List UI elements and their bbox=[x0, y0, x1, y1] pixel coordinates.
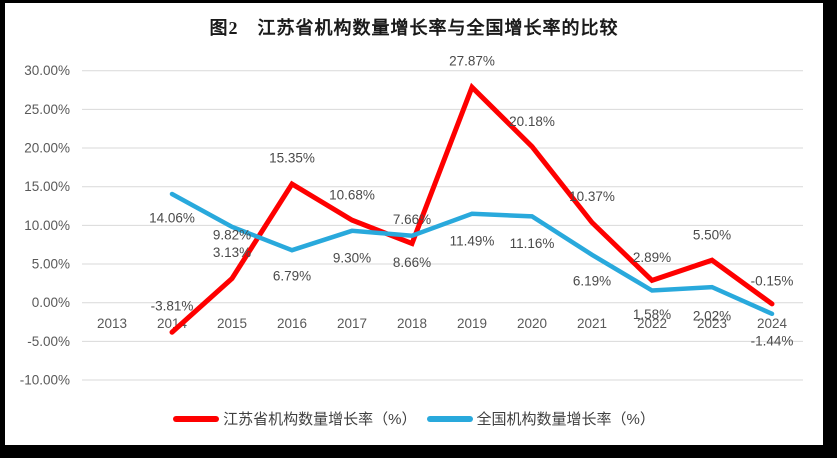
data-label-series-1: 6.79% bbox=[273, 269, 311, 284]
legend-line-swatch-blue-icon bbox=[426, 415, 473, 422]
data-label-series-1: 9.82% bbox=[213, 227, 251, 242]
series-line-1 bbox=[169, 191, 775, 317]
x-tick-label: 2013 bbox=[97, 316, 127, 331]
y-tick-label: 25.00% bbox=[24, 102, 70, 117]
x-tick-label: 2015 bbox=[217, 316, 247, 331]
y-tick-label: 30.00% bbox=[24, 63, 70, 78]
x-tick-label: 2020 bbox=[517, 316, 547, 331]
series-line-0 bbox=[169, 82, 775, 335]
window-frame-left bbox=[0, 0, 5, 458]
data-label-series-1: 9.30% bbox=[333, 250, 371, 265]
window-frame-right bbox=[823, 0, 837, 458]
data-label-series-0: -3.81% bbox=[151, 299, 194, 314]
data-label-series-0: 5.50% bbox=[693, 228, 731, 243]
data-label-series-0: 7.66% bbox=[393, 212, 431, 227]
data-label-series-1: -1.44% bbox=[751, 333, 794, 348]
y-tick-label: 0.00% bbox=[32, 295, 70, 310]
data-label-series-1: 11.49% bbox=[450, 233, 495, 248]
y-tick-label: 20.00% bbox=[24, 141, 70, 156]
y-tick-label: -10.00% bbox=[20, 373, 70, 388]
data-label-series-1: 2.02% bbox=[693, 309, 731, 324]
chart-legend: 江苏省机构数量增长率（%） 全国机构数量增长率（%） bbox=[5, 408, 823, 429]
data-label-series-0: 2.89% bbox=[633, 250, 671, 265]
x-tick-label: 2018 bbox=[397, 316, 427, 331]
window-frame-bottom bbox=[0, 445, 837, 458]
y-tick-label: 15.00% bbox=[24, 179, 70, 194]
data-label-series-0: 10.37% bbox=[569, 189, 615, 204]
window-frame-top bbox=[0, 0, 837, 3]
x-tick-label: 2022 bbox=[637, 316, 667, 331]
x-tick-label: 2024 bbox=[757, 316, 788, 331]
data-label-series-1: 6.19% bbox=[573, 273, 611, 288]
y-tick-label: 5.00% bbox=[32, 257, 70, 272]
x-tick-label: 2016 bbox=[277, 316, 307, 331]
data-label-series-0: 3.13% bbox=[213, 245, 251, 260]
x-tick-label: 2023 bbox=[697, 316, 727, 331]
legend-item-jiangsu: 江苏省机构数量增长率（%） bbox=[173, 408, 417, 429]
data-label-series-0: 27.87% bbox=[449, 54, 495, 69]
x-tick-label: 2017 bbox=[337, 316, 367, 331]
data-label-series-0: 10.68% bbox=[329, 188, 375, 203]
data-label-series-0: 15.35% bbox=[269, 150, 315, 165]
legend-item-national: 全国机构数量增长率（%） bbox=[426, 408, 655, 429]
y-tick-label: -5.00% bbox=[27, 334, 70, 349]
y-tick-label: 10.00% bbox=[24, 218, 70, 233]
data-label-series-1: 11.16% bbox=[510, 236, 555, 251]
legend-label-national: 全国机构数量增长率（%） bbox=[476, 411, 655, 428]
x-tick-label: 2019 bbox=[457, 316, 487, 331]
data-label-series-1: 1.58% bbox=[633, 307, 671, 322]
data-label-series-1: 14.06% bbox=[149, 210, 195, 225]
data-label-series-0: 20.18% bbox=[509, 114, 555, 129]
chart-title: 图2 江苏省机构数量增长率与全国增长率的比较 bbox=[209, 18, 619, 38]
x-tick-label: 2021 bbox=[577, 316, 607, 331]
data-label-series-0: -0.15% bbox=[751, 273, 794, 288]
data-label-series-1: 8.66% bbox=[393, 255, 431, 270]
legend-label-jiangsu: 江苏省机构数量增长率（%） bbox=[223, 411, 417, 428]
legend-line-swatch-red-icon bbox=[173, 415, 220, 422]
